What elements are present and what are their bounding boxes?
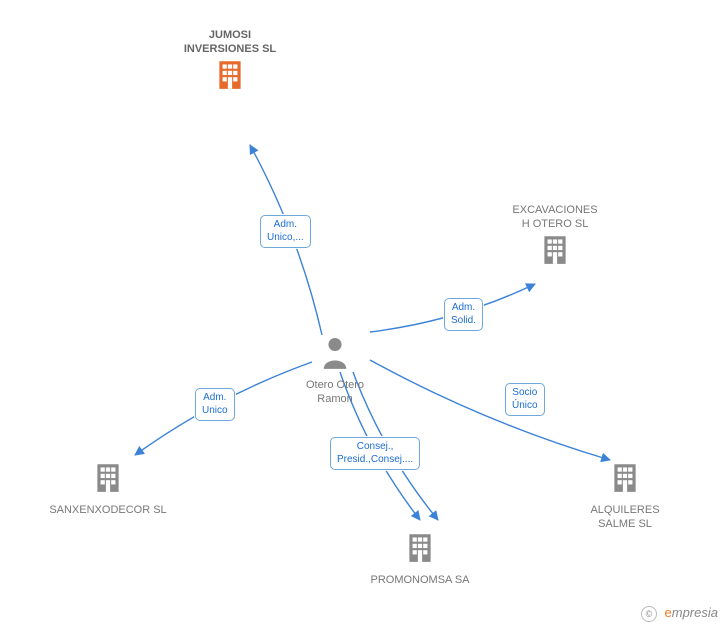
edge-label-promonomsa[interactable]: Consej., Presid.,Consej.... [330,437,420,470]
person-icon [280,335,390,374]
company-label: EXCAVACIONES H OTERO SL [495,203,615,232]
building-icon [565,460,685,499]
copyright-symbol: © [641,606,657,622]
edge-label-sanxen[interactable]: Adm. Unico [195,388,235,421]
person-node[interactable]: Otero Otero Ramon [280,335,390,407]
company-node-sanxen[interactable]: SANXENXODECOR SL [48,460,168,517]
company-label: PROMONOMSA SA [360,573,480,587]
building-icon [48,460,168,499]
person-label: Otero Otero Ramon [280,378,390,407]
company-node-excav[interactable]: EXCAVACIONES H OTERO SL [495,199,615,271]
edge-label-jumosi[interactable]: Adm. Unico,... [260,215,311,248]
building-icon [170,57,290,96]
footer-attribution: © empresia [641,605,718,622]
brand-logo-rest: mpresia [672,605,718,620]
brand-logo-letter: e [665,605,672,620]
company-label: SANXENXODECOR SL [48,503,168,517]
company-node-promonomsa[interactable]: PROMONOMSA SA [360,530,480,587]
diagram-canvas: JUMOSI INVERSIONES SL EXCAVACIONES H OTE… [0,0,728,630]
company-label: JUMOSI INVERSIONES SL [170,28,290,57]
edge-label-alquileres[interactable]: Socio Único [505,383,545,416]
building-icon [495,232,615,271]
company-node-alquileres[interactable]: ALQUILERES SALME SL [565,460,685,532]
company-label: ALQUILERES SALME SL [565,503,685,532]
company-node-jumosi[interactable]: JUMOSI INVERSIONES SL [170,24,290,96]
building-icon [360,530,480,569]
edge-label-excav[interactable]: Adm. Solid. [444,298,483,331]
